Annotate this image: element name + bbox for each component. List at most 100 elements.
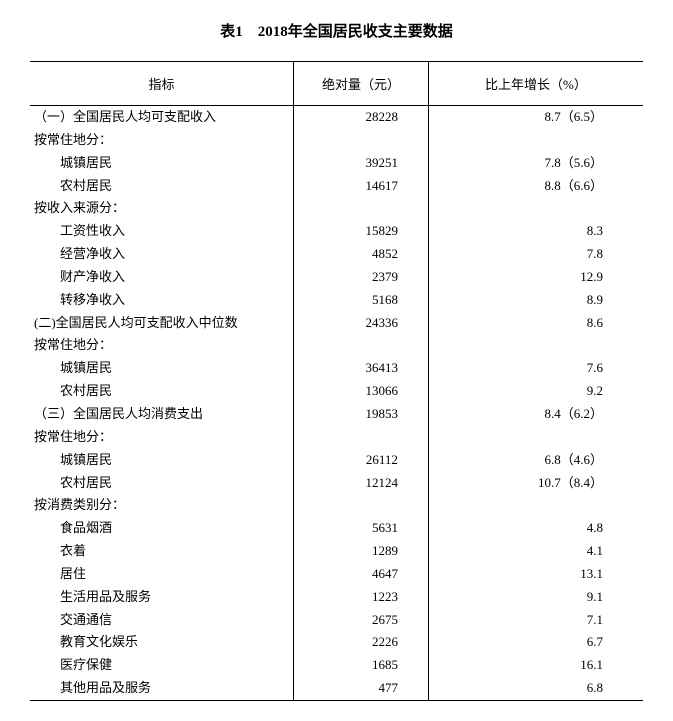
cell-value: 26112: [294, 449, 429, 472]
cell-growth: 8.3: [428, 220, 643, 243]
table-row: 城镇居民392517.8（5.6）: [30, 152, 643, 175]
cell-indicator: 按消费类别分：: [30, 494, 294, 517]
cell-indicator: 农村居民: [30, 472, 294, 495]
cell-indicator: 居住: [30, 563, 294, 586]
table-row: 转移净收入51688.9: [30, 289, 643, 312]
cell-growth: [428, 494, 643, 517]
cell-growth: 9.2: [428, 380, 643, 403]
cell-value: 4647: [294, 563, 429, 586]
cell-value: 5631: [294, 517, 429, 540]
cell-value: 1685: [294, 654, 429, 677]
cell-growth: 16.1: [428, 654, 643, 677]
cell-indicator: 衣着: [30, 540, 294, 563]
table-row: 财产净收入237912.9: [30, 266, 643, 289]
table-row: 按收入来源分：: [30, 197, 643, 220]
cell-indicator: 农村居民: [30, 175, 294, 198]
cell-value: [294, 129, 429, 152]
cell-value: [294, 334, 429, 357]
col-header-value: 绝对量（元）: [294, 62, 429, 106]
cell-value: 39251: [294, 152, 429, 175]
cell-growth: 6.7: [428, 631, 643, 654]
table-row: 经营净收入48527.8: [30, 243, 643, 266]
table-row: 按常住地分：: [30, 334, 643, 357]
cell-value: 477: [294, 677, 429, 700]
cell-indicator: 按常住地分：: [30, 129, 294, 152]
table-row: 其他用品及服务4776.8: [30, 677, 643, 700]
cell-value: 2226: [294, 631, 429, 654]
cell-growth: 7.6: [428, 357, 643, 380]
col-header-indicator: 指标: [30, 62, 294, 106]
cell-growth: 7.8: [428, 243, 643, 266]
cell-growth: [428, 426, 643, 449]
table-row: 居住464713.1: [30, 563, 643, 586]
cell-indicator: 其他用品及服务: [30, 677, 294, 700]
cell-growth: 8.4（6.2）: [428, 403, 643, 426]
cell-indicator: 农村居民: [30, 380, 294, 403]
cell-indicator: 转移净收入: [30, 289, 294, 312]
cell-growth: 8.8（6.6）: [428, 175, 643, 198]
table-row: 食品烟酒56314.8: [30, 517, 643, 540]
cell-indicator: 交通通信: [30, 609, 294, 632]
table-row: 教育文化娱乐22266.7: [30, 631, 643, 654]
cell-value: 2675: [294, 609, 429, 632]
cell-indicator: （一）全国居民人均可支配收入: [30, 106, 294, 129]
table-body: （一）全国居民人均可支配收入282288.7（6.5）按常住地分： 城镇居民39…: [30, 106, 643, 701]
cell-growth: [428, 129, 643, 152]
table-row: 医疗保健168516.1: [30, 654, 643, 677]
cell-value: 28228: [294, 106, 429, 129]
cell-value: 2379: [294, 266, 429, 289]
table-row: 生活用品及服务12239.1: [30, 586, 643, 609]
table-row: 农村居民146178.8（6.6）: [30, 175, 643, 198]
cell-growth: 8.7（6.5）: [428, 106, 643, 129]
cell-indicator: 按常住地分：: [30, 334, 294, 357]
cell-indicator: 教育文化娱乐: [30, 631, 294, 654]
cell-growth: [428, 334, 643, 357]
data-table: 指标 绝对量（元） 比上年增长（%） （一）全国居民人均可支配收入282288.…: [30, 61, 643, 701]
table-row: 城镇居民364137.6: [30, 357, 643, 380]
cell-value: 4852: [294, 243, 429, 266]
table-row: 按常住地分：: [30, 426, 643, 449]
cell-indicator: 城镇居民: [30, 449, 294, 472]
cell-value: 1223: [294, 586, 429, 609]
cell-value: [294, 426, 429, 449]
table-row: 工资性收入158298.3: [30, 220, 643, 243]
cell-growth: 10.7（8.4）: [428, 472, 643, 495]
cell-growth: 4.1: [428, 540, 643, 563]
cell-value: [294, 494, 429, 517]
cell-indicator: 按常住地分：: [30, 426, 294, 449]
cell-indicator: 食品烟酒: [30, 517, 294, 540]
table-row: 按常住地分：: [30, 129, 643, 152]
cell-indicator: 经营净收入: [30, 243, 294, 266]
cell-indicator: (二)全国居民人均可支配收入中位数: [30, 312, 294, 335]
table-row: 城镇居民261126.8（4.6）: [30, 449, 643, 472]
cell-value: 24336: [294, 312, 429, 335]
cell-indicator: 工资性收入: [30, 220, 294, 243]
cell-growth: 7.8（5.6）: [428, 152, 643, 175]
table-row: 衣着12894.1: [30, 540, 643, 563]
cell-indicator: 财产净收入: [30, 266, 294, 289]
cell-indicator: 按收入来源分：: [30, 197, 294, 220]
cell-growth: 4.8: [428, 517, 643, 540]
cell-value: 5168: [294, 289, 429, 312]
table-row: （一）全国居民人均可支配收入282288.7（6.5）: [30, 106, 643, 129]
cell-indicator: 医疗保健: [30, 654, 294, 677]
table-row: 交通通信26757.1: [30, 609, 643, 632]
table-title: 表1 2018年全国居民收支主要数据: [30, 20, 643, 41]
cell-growth: 6.8（4.6）: [428, 449, 643, 472]
cell-indicator: 城镇居民: [30, 152, 294, 175]
table-row: （三）全国居民人均消费支出198538.4（6.2）: [30, 403, 643, 426]
cell-value: 12124: [294, 472, 429, 495]
cell-growth: 8.9: [428, 289, 643, 312]
cell-growth: 13.1: [428, 563, 643, 586]
cell-growth: 9.1: [428, 586, 643, 609]
cell-value: 36413: [294, 357, 429, 380]
cell-indicator: 城镇居民: [30, 357, 294, 380]
table-row: (二)全国居民人均可支配收入中位数243368.6: [30, 312, 643, 335]
cell-growth: 6.8: [428, 677, 643, 700]
cell-indicator: （三）全国居民人均消费支出: [30, 403, 294, 426]
table-row: 农村居民130669.2: [30, 380, 643, 403]
cell-growth: 12.9: [428, 266, 643, 289]
cell-growth: 7.1: [428, 609, 643, 632]
cell-value: 1289: [294, 540, 429, 563]
table-header-row: 指标 绝对量（元） 比上年增长（%）: [30, 62, 643, 106]
